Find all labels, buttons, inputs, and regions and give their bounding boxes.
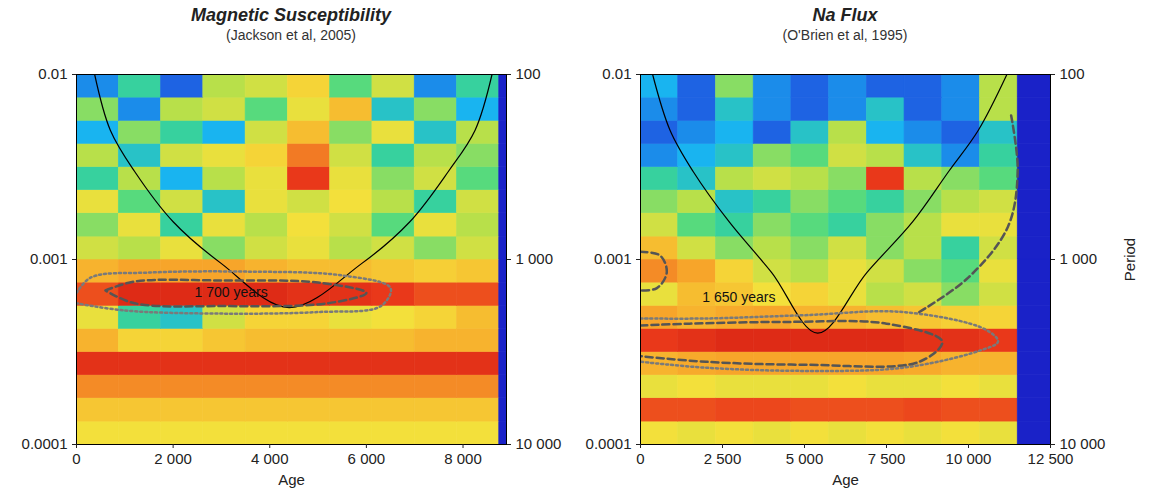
svg-text:10 000: 10 000: [516, 435, 562, 452]
svg-text:1 700 years: 1 700 years: [195, 284, 268, 300]
html-text:(O'Brien et al, 1995): (O'Brien et al, 1995): [782, 27, 908, 43]
svg-text:8 000: 8 000: [444, 450, 482, 467]
svg-text:12 500: 12 500: [1028, 450, 1074, 467]
svg-text:Period: Period: [1121, 238, 1138, 281]
svg-text:0: 0: [636, 450, 644, 467]
svg-text:100: 100: [1060, 65, 1085, 82]
svg-text:10 000: 10 000: [946, 450, 992, 467]
html-text:Na Flux: Na Flux: [812, 5, 878, 25]
svg-text:0.0001: 0.0001: [22, 435, 68, 452]
svg-text:Age: Age: [832, 471, 859, 488]
svg-text:4 000: 4 000: [251, 450, 289, 467]
svg-text:100: 100: [516, 65, 541, 82]
svg-text:0.001: 0.001: [30, 250, 68, 267]
svg-text:0: 0: [72, 450, 80, 467]
svg-text:6 000: 6 000: [348, 450, 386, 467]
svg-text:5 000: 5 000: [786, 450, 824, 467]
html-text:(Jackson et al, 2005): (Jackson et al, 2005): [226, 27, 356, 43]
svg-text:Age: Age: [278, 471, 305, 488]
svg-text:0.001: 0.001: [594, 250, 632, 267]
svg-text:0.0001: 0.0001: [586, 435, 632, 452]
svg-text:2 000: 2 000: [154, 450, 192, 467]
svg-text:1 000: 1 000: [516, 250, 554, 267]
svg-text:1 000: 1 000: [1060, 250, 1098, 267]
svg-text:1 650 years: 1 650 years: [702, 289, 775, 305]
svg-text:2 500: 2 500: [704, 450, 742, 467]
svg-text:0.01: 0.01: [602, 65, 631, 82]
svg-text:0.01: 0.01: [38, 65, 67, 82]
svg-text:10 000: 10 000: [1060, 435, 1106, 452]
svg-text:7 500: 7 500: [868, 450, 906, 467]
html-text:Magnetic Susceptibility: Magnetic Susceptibility: [191, 5, 391, 25]
